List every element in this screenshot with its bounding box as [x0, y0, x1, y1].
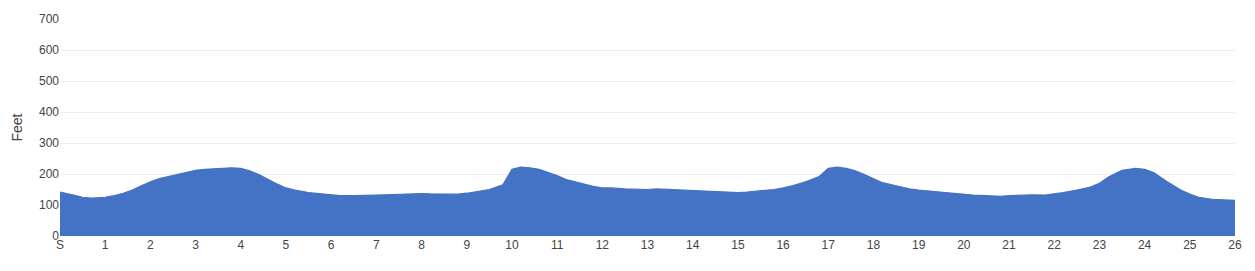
svg-text:18: 18 [867, 238, 881, 252]
svg-text:19: 19 [912, 238, 926, 252]
svg-text:15: 15 [731, 238, 745, 252]
svg-text:23: 23 [1093, 238, 1107, 252]
svg-text:22: 22 [1048, 238, 1062, 252]
svg-text:24: 24 [1138, 238, 1152, 252]
svg-text:12: 12 [596, 238, 610, 252]
svg-text:0: 0 [52, 229, 59, 243]
svg-text:8: 8 [418, 238, 425, 252]
svg-text:10: 10 [505, 238, 519, 252]
svg-text:500: 500 [39, 74, 59, 88]
svg-text:Feet: Feet [9, 113, 25, 141]
svg-text:7: 7 [373, 238, 380, 252]
svg-text:11: 11 [551, 238, 564, 252]
svg-text:700: 700 [39, 12, 59, 26]
svg-text:400: 400 [39, 105, 59, 119]
svg-text:25: 25 [1183, 238, 1197, 252]
svg-text:26: 26 [1228, 238, 1242, 252]
svg-text:6: 6 [328, 238, 335, 252]
svg-text:21: 21 [1002, 238, 1016, 252]
svg-text:S: S [56, 238, 64, 252]
svg-text:4: 4 [237, 238, 244, 252]
svg-text:2: 2 [147, 238, 154, 252]
svg-text:1: 1 [102, 238, 109, 252]
svg-text:20: 20 [957, 238, 971, 252]
svg-text:3: 3 [192, 238, 199, 252]
svg-text:13: 13 [641, 238, 655, 252]
svg-text:200: 200 [39, 167, 59, 181]
svg-text:9: 9 [463, 238, 470, 252]
svg-text:100: 100 [39, 198, 59, 212]
svg-text:300: 300 [39, 136, 59, 150]
svg-text:16: 16 [776, 238, 790, 252]
svg-text:17: 17 [822, 238, 836, 252]
svg-text:5: 5 [283, 238, 290, 252]
svg-text:600: 600 [39, 43, 59, 57]
svg-text:14: 14 [686, 238, 700, 252]
